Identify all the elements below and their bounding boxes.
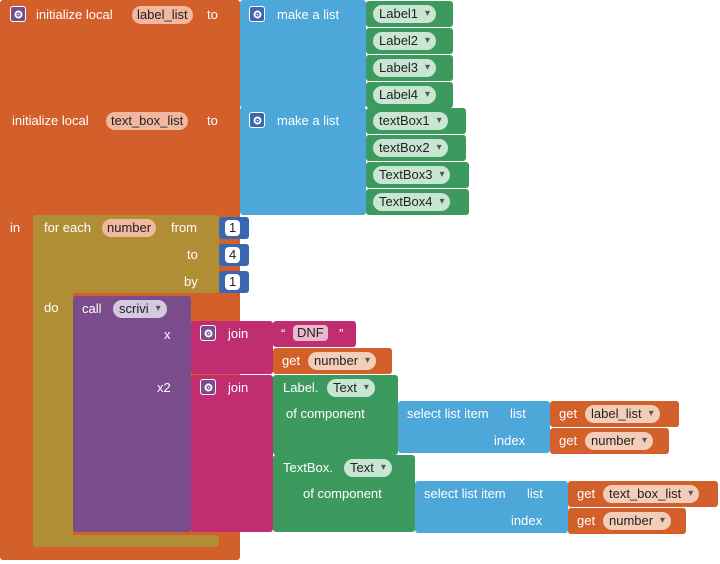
mutator-gear-icon[interactable] xyxy=(200,379,216,395)
join-label: join xyxy=(228,380,249,395)
component-dropdown[interactable]: Label3 xyxy=(373,59,437,77)
get-variable-dropdown[interactable]: number xyxy=(603,512,672,530)
number-field[interactable]: 1 xyxy=(225,220,241,236)
of-component-label: of component xyxy=(303,486,382,501)
do-label: do xyxy=(44,300,59,315)
get-variable-dropdown[interactable]: number xyxy=(585,432,654,450)
param-x-label: x xyxy=(164,327,171,342)
variable-name-text-box-list[interactable]: text_box_list xyxy=(106,112,189,130)
in-label: in xyxy=(10,220,21,235)
init-prefix-label: initialize local xyxy=(36,7,113,22)
get-variable-dropdown[interactable]: label_list xyxy=(585,405,660,423)
get-label: get xyxy=(559,433,578,448)
select-list-item-block[interactable] xyxy=(398,401,550,453)
quote-close-icon: ” xyxy=(339,326,344,341)
mutator-gear-icon[interactable] xyxy=(10,6,26,22)
block-bottom-bar xyxy=(0,548,240,560)
by-label: by xyxy=(184,274,198,289)
component-dropdown[interactable]: Label2 xyxy=(373,32,437,50)
number-field[interactable]: 4 xyxy=(225,247,241,263)
to-label: to xyxy=(207,113,218,128)
mutator-gear-icon[interactable] xyxy=(249,6,265,22)
for-each-do-spine xyxy=(33,290,73,540)
property-dropdown[interactable]: Text xyxy=(327,379,375,397)
text-string-field[interactable]: DNF xyxy=(293,325,328,341)
of-component-label: of component xyxy=(286,406,365,421)
list-label: list xyxy=(527,486,543,501)
property-dropdown[interactable]: Text xyxy=(344,459,392,477)
index-label: index xyxy=(494,433,526,448)
component-dropdown[interactable]: TextBox4 xyxy=(373,193,451,211)
join-block[interactable] xyxy=(191,375,273,532)
select-list-item-label: select list item xyxy=(424,486,506,501)
get-label: get xyxy=(577,486,596,501)
component-dropdown[interactable]: textBox2 xyxy=(373,139,448,157)
to-label: to xyxy=(187,247,198,262)
make-a-list-label: make a list xyxy=(277,113,340,128)
component-dropdown[interactable]: Label1 xyxy=(373,5,437,23)
component-dropdown[interactable]: textBox1 xyxy=(373,112,448,130)
get-label: get xyxy=(559,406,578,421)
select-list-item-label: select list item xyxy=(407,406,489,421)
mutator-gear-icon[interactable] xyxy=(200,325,216,341)
loop-variable-number[interactable]: number xyxy=(102,219,157,237)
mutator-gear-icon[interactable] xyxy=(249,112,265,128)
procedure-name-dropdown[interactable]: scrivi xyxy=(113,300,167,318)
from-label: from xyxy=(171,220,197,235)
for-each-bottom-bar xyxy=(33,535,219,547)
component-dropdown[interactable]: TextBox3 xyxy=(373,166,451,184)
component-label: Label. xyxy=(283,380,319,395)
get-variable-dropdown[interactable]: text_box_list xyxy=(603,485,700,503)
get-label: get xyxy=(282,353,301,368)
init-prefix-label: initialize local xyxy=(12,113,89,128)
call-label: call xyxy=(82,301,102,316)
quote-open-icon: “ xyxy=(281,326,286,341)
number-field[interactable]: 1 xyxy=(225,274,241,290)
join-label: join xyxy=(228,326,249,341)
list-label: list xyxy=(510,406,526,421)
for-each-label: for each xyxy=(44,220,91,235)
param-x2-label: x2 xyxy=(157,380,171,395)
call-procedure-block[interactable] xyxy=(73,296,191,532)
to-label: to xyxy=(207,7,218,22)
make-a-list-label: make a list xyxy=(277,7,340,22)
index-label: index xyxy=(511,513,543,528)
get-variable-dropdown[interactable]: number xyxy=(308,352,377,370)
variable-name-label-list[interactable]: label_list xyxy=(132,6,193,24)
component-label: TextBox. xyxy=(283,460,333,475)
get-label: get xyxy=(577,513,596,528)
select-list-item-block[interactable] xyxy=(415,481,568,533)
component-dropdown[interactable]: Label4 xyxy=(373,86,437,104)
